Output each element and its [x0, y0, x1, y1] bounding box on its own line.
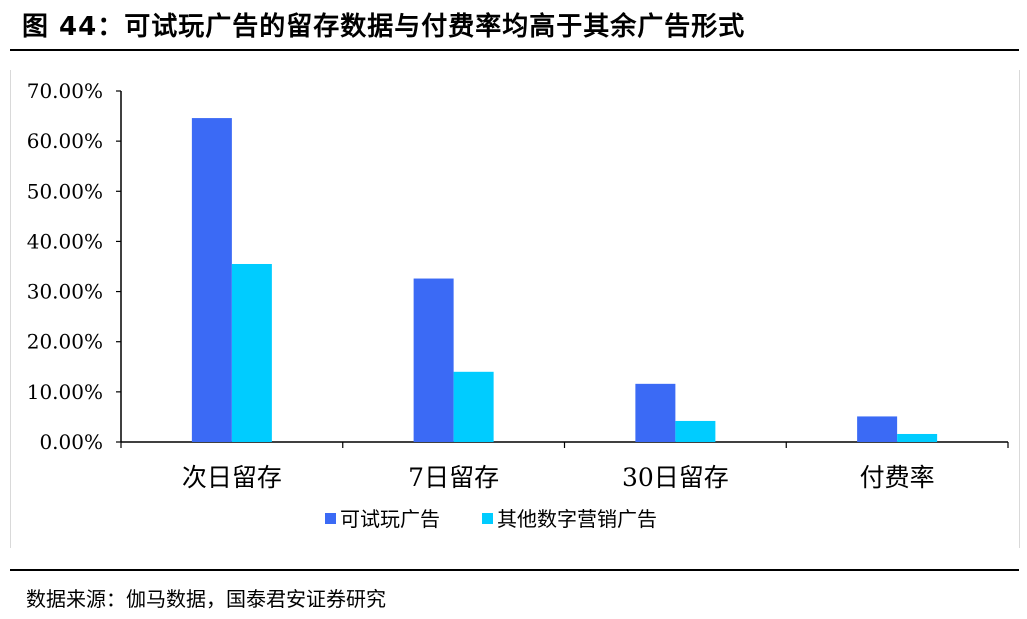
bar-series-2-4: [897, 433, 938, 442]
y-tick-label: 70.00%: [27, 79, 103, 103]
chart-frame: [10, 70, 1020, 548]
y-tick-label: 60.00%: [27, 129, 103, 153]
legend-label-series-1: 可试玩广告: [340, 507, 440, 531]
x-category-label: 7日留存: [408, 463, 499, 492]
source-note: 数据来源：伽马数据，国泰君安证券研究: [26, 587, 386, 611]
bar-series-2-2: [453, 371, 494, 442]
y-tick-label: 40.00%: [27, 229, 103, 253]
x-category-label: 30日留存: [622, 463, 729, 492]
x-axis-categories: 次日留存 7日留存 30日留存 付费率: [120, 442, 1009, 492]
bar-series-2-1: [231, 263, 272, 442]
x-category-label: 付费率: [860, 463, 935, 492]
source-rule: [10, 569, 1019, 571]
bar-series-2-3: [675, 420, 716, 442]
y-tick-label: 50.00%: [27, 179, 103, 203]
legend-swatch-series-1: [325, 513, 336, 524]
title-rule: [10, 49, 1019, 51]
bar-series-1-1: [191, 118, 232, 442]
bar-marks: [191, 118, 938, 442]
legend-swatch-series-2: [482, 513, 493, 524]
legend: 可试玩广告 其他数字营销广告: [325, 507, 657, 531]
bar-series-1-2: [413, 278, 454, 442]
legend-label-series-2: 其他数字营销广告: [497, 507, 657, 531]
y-tick-label: 10.00%: [27, 380, 103, 404]
x-category-label: 次日留存: [182, 463, 282, 492]
y-tick-label: 30.00%: [27, 280, 103, 304]
y-tick-label: 20.00%: [27, 330, 103, 354]
y-axis-ticks: 0.00% 10.00% 20.00% 30.00% 40.00% 50.00% 60.00…: [27, 79, 121, 454]
bar-series-1-4: [857, 416, 898, 442]
figure-title: 图 44：可试玩广告的留存数据与付费率均高于其余广告形式: [22, 12, 746, 42]
bar-series-1-3: [635, 383, 676, 442]
y-tick-label: 0.00%: [39, 430, 103, 454]
